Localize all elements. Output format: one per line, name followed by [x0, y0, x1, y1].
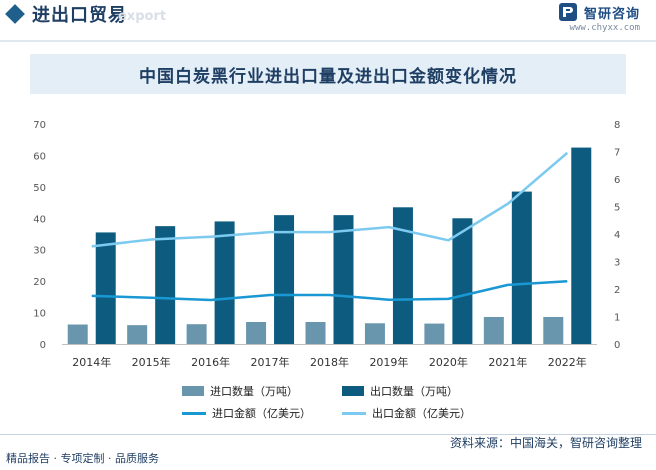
legend-item-export-qty: 出口数量（万吨） — [342, 383, 458, 399]
source-note: 资料来源：中国海关，智研咨询整理 — [449, 436, 642, 450]
legend-swatch — [342, 386, 364, 396]
x-tick-label: 2017年 — [251, 355, 290, 369]
y-right-tick-label: 3 — [614, 258, 620, 269]
chart-title: 中国白炭黑行业进出口量及进出口金额变化情况 — [139, 66, 517, 87]
legend-item-import-qty: 进口数量（万吨） — [182, 383, 298, 399]
y-right-tick-label: 1 — [614, 313, 620, 324]
legend-swatch — [342, 411, 366, 415]
bar-import-qty — [483, 316, 504, 344]
brand-logo-icon — [558, 3, 577, 21]
bar-export-qty — [214, 221, 235, 344]
bar-export-qty — [155, 226, 176, 344]
legend-swatch — [182, 411, 206, 415]
bar-import-qty — [186, 324, 207, 344]
bar-export-qty — [511, 191, 532, 344]
legend-label: 出口金额（亿美元） — [372, 407, 471, 420]
y-right-tick-label: 7 — [614, 148, 620, 159]
bar-export-qty — [95, 232, 116, 344]
legend-item-import-value: 进口金额（亿美元） — [182, 405, 311, 421]
bar-export-qty — [452, 218, 473, 344]
section-title: 进出口贸易 — [32, 5, 127, 26]
header-divider — [0, 40, 656, 42]
page-footer: 精品报告 · 专项定制 · 品质服务 资料来源：中国海关，智研咨询整理 — [0, 434, 656, 470]
x-tick-label: 2020年 — [429, 355, 468, 369]
x-tick-label: 2014年 — [72, 355, 111, 369]
line-export-value — [91, 151, 569, 248]
legend-item-export-value: 出口金额（亿美元） — [342, 405, 471, 421]
y-right-tick-label: 4 — [614, 230, 620, 241]
y-left-tick-label: 60 — [33, 151, 46, 162]
y-right-tick-label: 6 — [614, 175, 620, 186]
y-left-tick-label: 10 — [33, 309, 46, 320]
legend-label: 进口金额（亿美元） — [212, 407, 311, 420]
brand-url: www.chyxx.com — [569, 23, 640, 33]
bar-export-qty — [333, 215, 354, 344]
legend-label: 出口数量（万吨） — [370, 385, 458, 398]
legend-label: 进口数量（万吨） — [210, 385, 298, 398]
y-left-tick-label: 70 — [33, 120, 46, 131]
y-left-tick-label: 50 — [33, 183, 46, 194]
x-tick-label: 2015年 — [132, 355, 171, 369]
x-tick-label: 2022年 — [548, 355, 587, 369]
y-left-tick-label: 0 — [40, 340, 46, 351]
bar-export-qty — [571, 147, 592, 344]
line-import-value — [91, 280, 568, 302]
x-tick-label: 2018年 — [310, 355, 349, 369]
bar-import-qty — [246, 322, 267, 344]
y-left-tick-label: 20 — [33, 277, 46, 288]
bar-import-qty — [364, 323, 385, 344]
y-left-tick-label: 40 — [33, 214, 46, 225]
y-right-tick-label: 0 — [614, 340, 620, 351]
brand-name: 智研咨询 — [583, 6, 640, 22]
y-left-tick-label: 30 — [33, 246, 46, 257]
y-right-tick-label: 8 — [614, 120, 620, 131]
x-tick-label: 2019年 — [369, 355, 408, 369]
bar-import-qty — [543, 316, 564, 344]
bar-import-qty — [127, 325, 148, 344]
page-header: 进出口贸易 export 智研咨询 www.chyxx.com — [0, 0, 656, 33]
bar-export-qty — [274, 215, 295, 344]
brand: 智研咨询 — [558, 2, 640, 22]
bar-import-qty — [67, 324, 88, 344]
section-watermark: export — [118, 9, 167, 24]
y-right-tick-label: 5 — [614, 203, 620, 214]
bar-import-qty — [305, 322, 326, 344]
chart-title-bar: 中国白炭黑行业进出口量及进出口金额变化情况 — [30, 54, 626, 94]
footer-divider — [0, 434, 656, 435]
bar-import-qty — [424, 323, 445, 344]
legend-swatch — [182, 386, 204, 396]
bar-export-qty — [392, 207, 413, 344]
y-right-tick-label: 2 — [614, 285, 620, 296]
x-tick-label: 2016年 — [191, 355, 230, 369]
x-tick-label: 2021年 — [488, 355, 527, 369]
footer-slogan: 精品报告 · 专项定制 · 品质服务 — [6, 452, 159, 465]
